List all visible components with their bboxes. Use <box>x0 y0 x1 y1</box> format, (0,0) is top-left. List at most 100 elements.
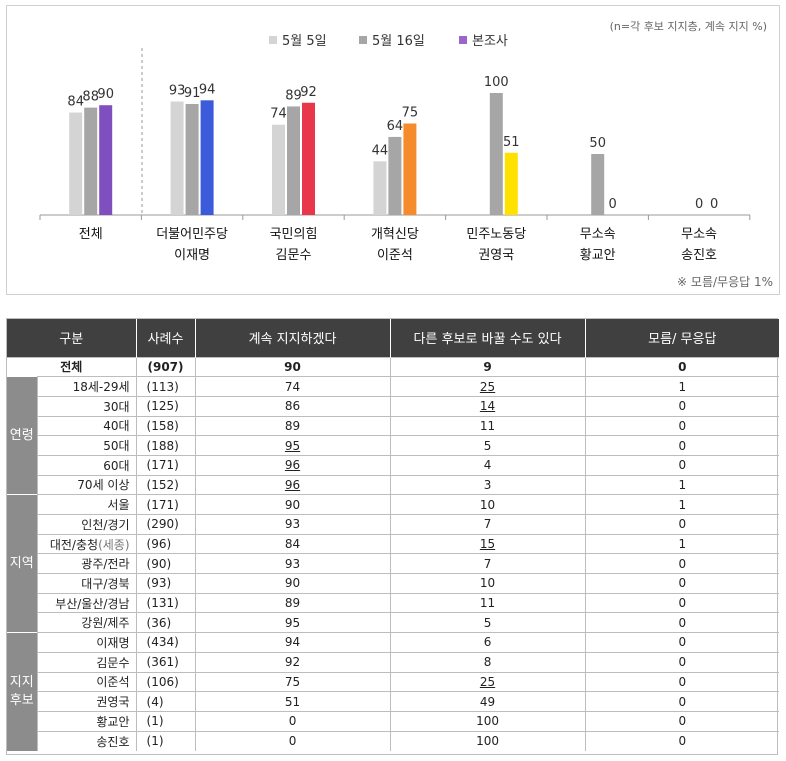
row-count: (171) <box>136 494 196 515</box>
row-change: 11 <box>390 415 586 436</box>
category-label-6-2: 송진호 <box>681 248 717 263</box>
row-keep: 51 <box>195 691 391 712</box>
table-header-row: 구분 사례수 계속 지지하겠다 다른 후보로 바꿀 수도 있다 모름/ 무응답 <box>7 319 780 357</box>
row-dk: 0 <box>585 553 780 574</box>
table-row: 인천/경기 (290) 93 7 0 <box>7 514 780 535</box>
legend-swatch-2 <box>459 36 467 44</box>
row-dk: 0 <box>585 592 780 613</box>
row-change: 5 <box>390 612 586 633</box>
row-label: 40대 <box>37 415 137 436</box>
row-dk: 0 <box>585 514 780 535</box>
value-label-3-1: 64 <box>387 119 404 134</box>
row-change: 49 <box>390 691 586 712</box>
table-row-total: 전체 (907) 90 9 0 <box>7 356 780 377</box>
value-label-2-1: 89 <box>285 88 302 103</box>
chart-panel: (n=각 후보 지지층, 계속 지지 %) ※ 모름/무응답 1% 5월 5일 5월 … <box>6 5 780 295</box>
row-dk: 0 <box>585 671 780 692</box>
bar-3-0 <box>373 161 387 215</box>
category-label-3-1: 개혁신당 <box>371 227 419 242</box>
value-label-4-2: 51 <box>503 135 520 150</box>
chart-note: (n=각 후보 지지층, 계속 지지 %) <box>610 20 767 33</box>
row-label: 30대 <box>37 395 137 417</box>
category-label-0-1: 전체 <box>79 227 103 242</box>
row-change: 100 <box>390 710 586 732</box>
row-label: 강원/제주 <box>37 612 137 633</box>
table-body: 전체 (907) 90 9 0 연령 18세-29세 (113) 74 25 1 30대 (1… <box>7 356 780 751</box>
row-change: 8 <box>390 651 586 672</box>
bar-5-1 <box>591 154 605 215</box>
row-dk: 0 <box>585 435 780 456</box>
value-label-6-2: 0 <box>710 197 718 212</box>
row-change: 10 <box>390 494 586 515</box>
row-count: (4) <box>136 691 196 712</box>
row-count: (361) <box>136 651 196 672</box>
category-label-5-2: 황교안 <box>580 248 616 263</box>
table-row: 대전/충청(세종) (96) 84 15 1 <box>7 533 780 554</box>
row-change: 10 <box>390 573 586 594</box>
row-count: (96) <box>136 533 196 554</box>
table-row: 70세 이상 (152) 96 3 1 <box>7 474 780 495</box>
bar-0-0 <box>69 112 83 215</box>
bar-0-1 <box>84 107 98 215</box>
row-dk: 0 <box>585 395 780 417</box>
total-count: (907) <box>136 356 196 377</box>
row-dk: 0 <box>585 691 780 712</box>
row-keep: 89 <box>195 415 391 436</box>
header-change: 다른 후보로 바꿀 수도 있다 <box>390 319 586 357</box>
table-row: 50대 (188) 95 5 0 <box>7 435 780 456</box>
row-count: (158) <box>136 415 196 436</box>
legend-label-1: 5월 16일 <box>372 34 425 49</box>
row-label: 이재명 <box>37 632 137 653</box>
row-label: 송진호 <box>37 730 137 751</box>
value-label-3-2: 75 <box>402 106 419 121</box>
category-label-6-1: 무소속 <box>681 227 717 242</box>
bar-chart: (n=각 후보 지지층, 계속 지지 %) ※ 모름/무응답 1% 5월 5일 5월 … <box>39 20 773 289</box>
row-label: 부산/울산/경남 <box>37 592 137 613</box>
table-row: 이준석 (106) 75 25 0 <box>7 671 780 692</box>
total-change: 9 <box>390 356 586 377</box>
table-row: 지역 서울 (171) 90 10 1 <box>7 494 780 633</box>
row-change: 25 <box>390 671 586 692</box>
row-keep: 95 <box>195 612 391 633</box>
row-count: (93) <box>136 573 196 594</box>
value-label-0-0: 84 <box>67 95 84 110</box>
table-row: 강원/제주 (36) 95 5 0 <box>7 612 780 633</box>
row-count: (171) <box>136 454 196 476</box>
row-count: (434) <box>136 632 196 653</box>
row-label: 광주/전라 <box>37 553 137 574</box>
group-label: 지역 <box>7 494 38 633</box>
row-keep: 96 <box>195 474 391 495</box>
bar-1-0 <box>170 101 184 215</box>
bar-2-1 <box>287 106 300 215</box>
row-count: (188) <box>136 435 196 456</box>
category-label-2-1: 국민의힘 <box>270 227 318 242</box>
row-keep: 84 <box>195 533 391 554</box>
header-dk: 모름/ 무응답 <box>585 319 780 357</box>
total-label: 전체 <box>7 356 137 377</box>
value-label-6-1: 0 <box>695 197 703 212</box>
row-label: 60대 <box>37 454 137 476</box>
row-count: (1) <box>136 730 196 751</box>
value-label-5-2: 0 <box>609 197 617 212</box>
row-label: 50대 <box>37 435 137 456</box>
row-keep: 93 <box>195 553 391 574</box>
bar-3-2 <box>403 123 417 215</box>
row-change: 6 <box>390 632 586 653</box>
row-count: (290) <box>136 514 196 535</box>
row-dk: 0 <box>585 651 780 672</box>
row-keep: 92 <box>195 651 391 672</box>
category-label-1-1: 더불어민주당 <box>156 227 228 242</box>
row-keep: 94 <box>195 632 391 653</box>
value-label-5-1: 50 <box>589 136 606 151</box>
row-keep: 86 <box>195 395 391 417</box>
bar-1-2 <box>200 100 214 215</box>
row-keep: 93 <box>195 514 391 535</box>
row-label: 대전/충청(세종) <box>37 533 137 554</box>
table-row: 광주/전라 (90) 93 7 0 <box>7 553 780 574</box>
row-label: 김문수 <box>37 651 137 672</box>
row-dk: 1 <box>585 376 780 397</box>
value-label-1-0: 93 <box>169 84 186 99</box>
row-keep: 89 <box>195 592 391 613</box>
row-count: (152) <box>136 474 196 495</box>
table-row: 부산/울산/경남 (131) 89 11 0 <box>7 592 780 613</box>
